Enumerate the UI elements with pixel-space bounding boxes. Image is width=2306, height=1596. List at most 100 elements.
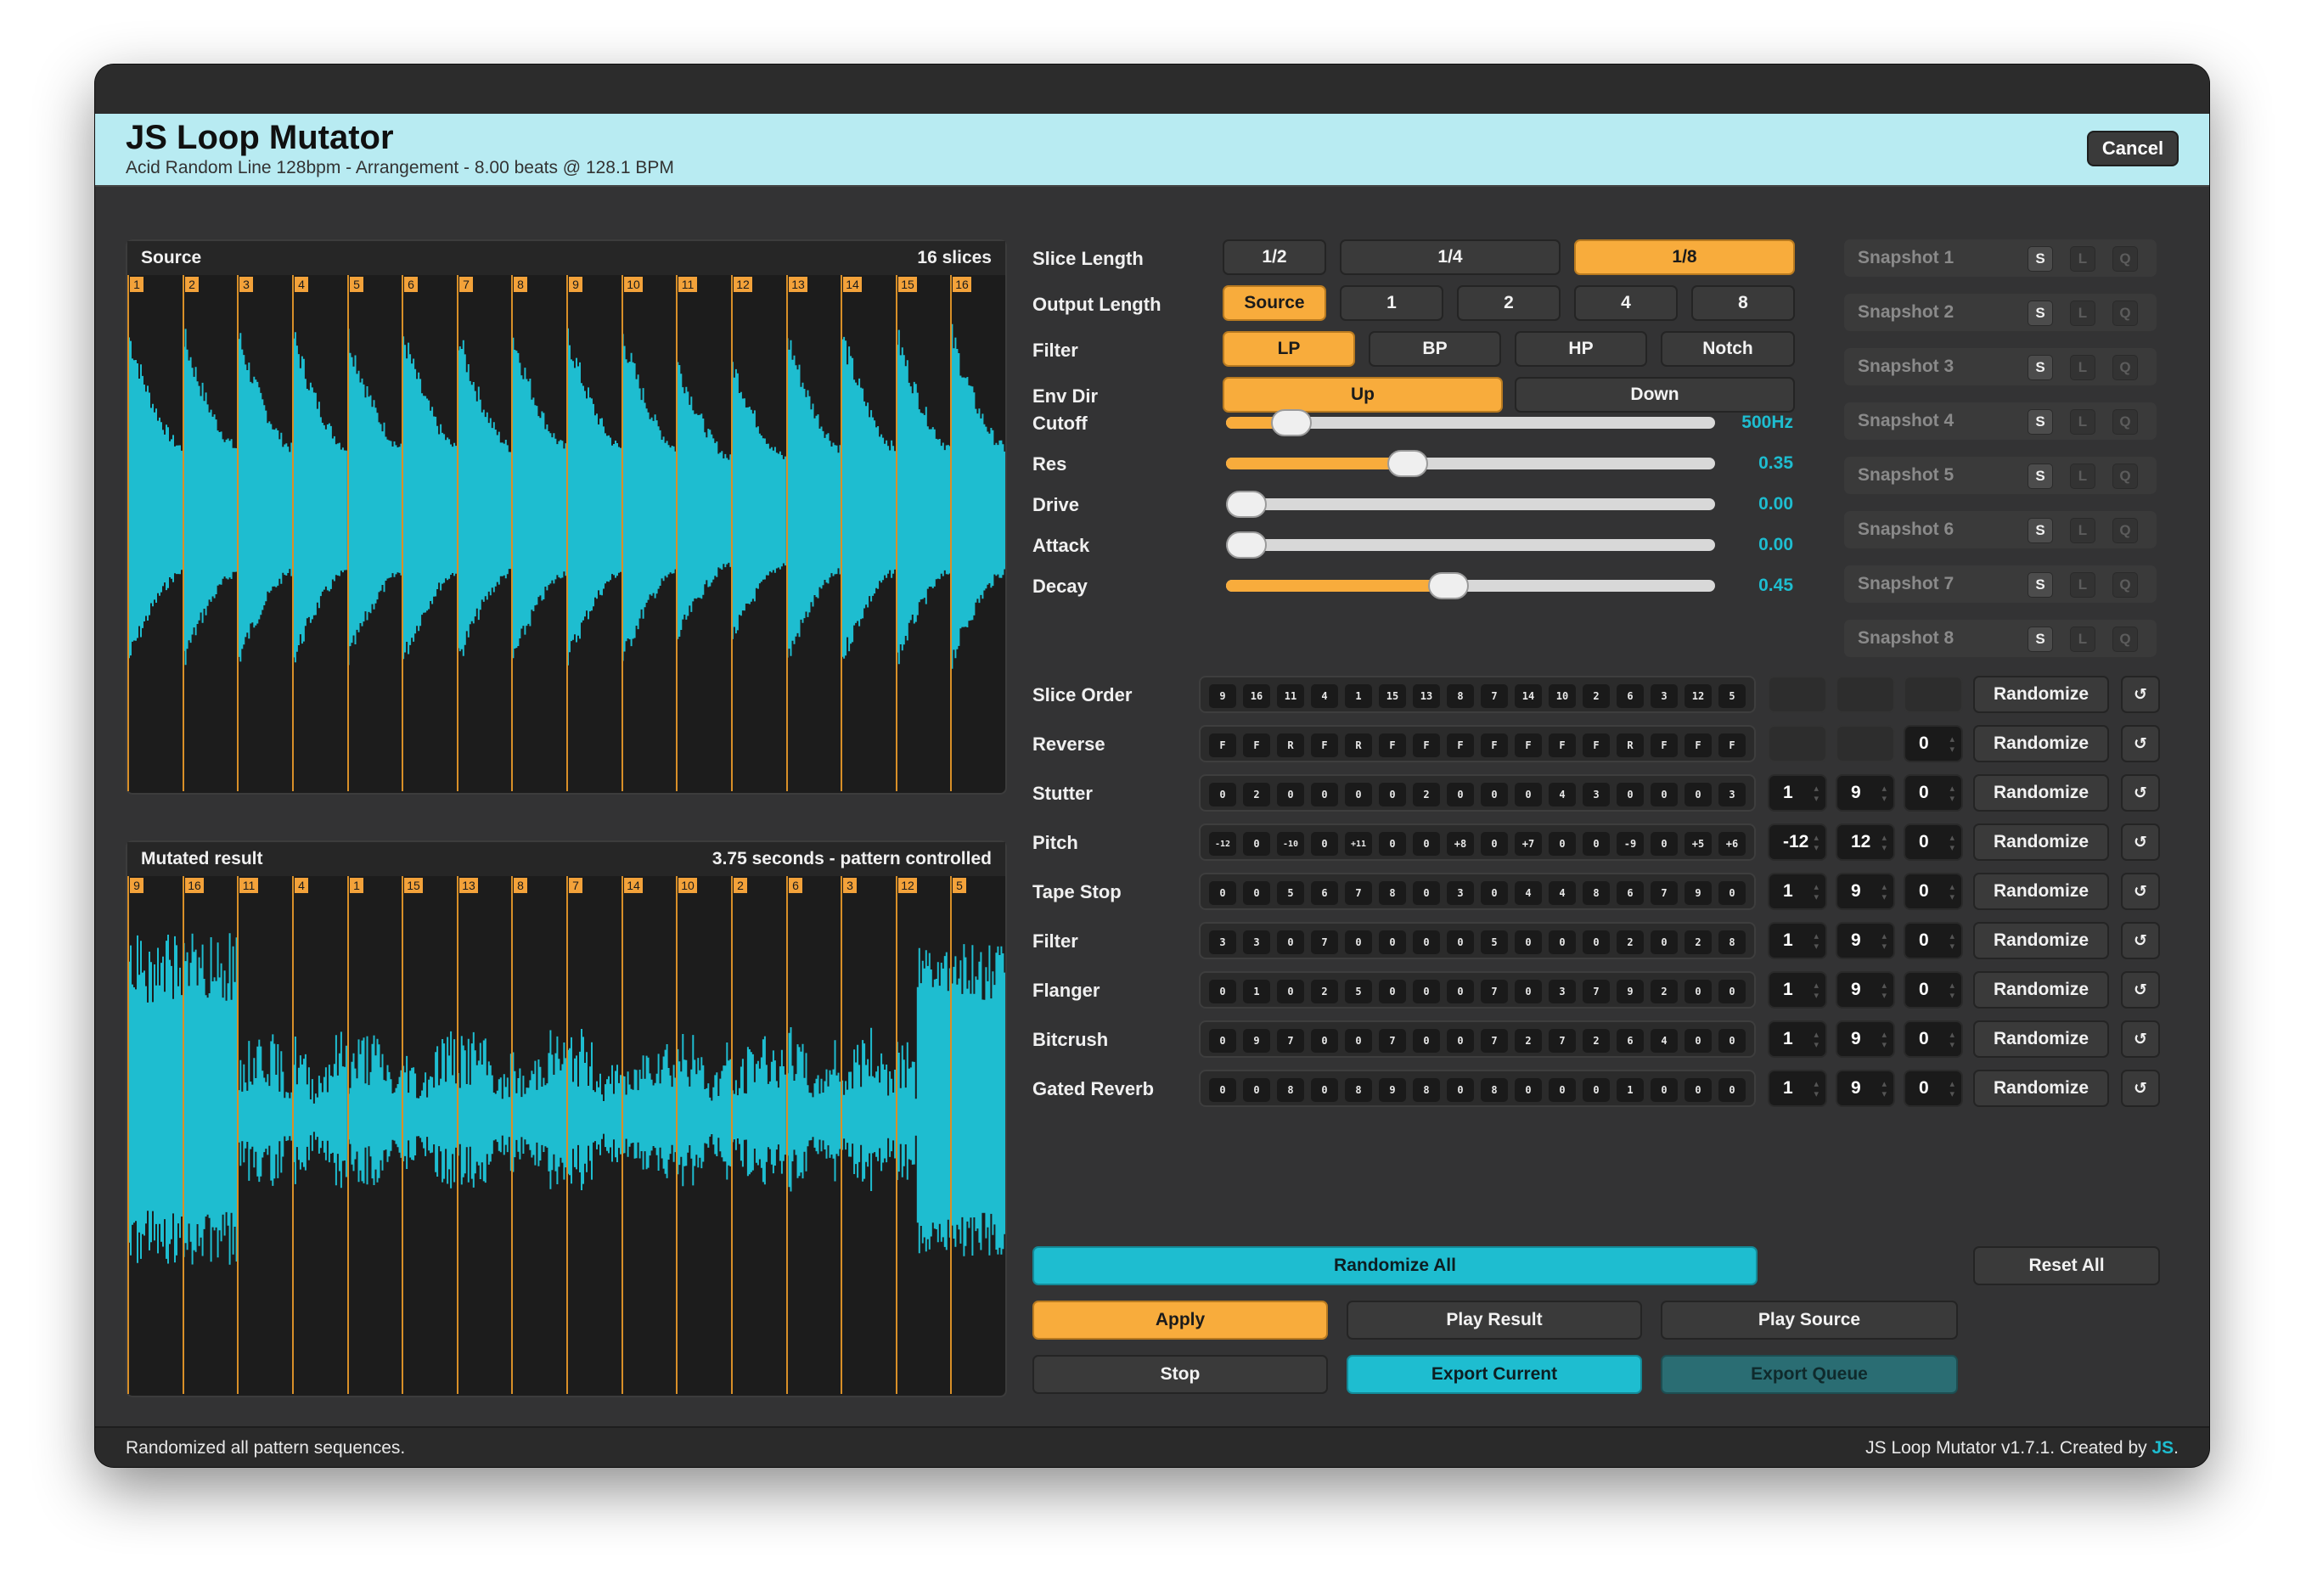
pattern-step[interactable]: 3 xyxy=(1583,783,1610,806)
pattern-max-field[interactable]: 9 ▴ ▾ xyxy=(1836,971,1895,1009)
pattern-step[interactable]: 13 xyxy=(1413,684,1440,708)
pattern-step[interactable]: 15 xyxy=(1379,684,1406,708)
stepper-arrows-icon[interactable]: ▴ ▾ xyxy=(1949,882,1954,902)
pattern-step[interactable]: 0 xyxy=(1651,1078,1678,1102)
pattern-step[interactable]: 0 xyxy=(1277,783,1304,806)
pattern-step[interactable]: 3 xyxy=(1209,930,1236,954)
pattern-step[interactable]: 7 xyxy=(1345,881,1372,905)
pattern-step[interactable]: F xyxy=(1718,733,1746,757)
pattern-step[interactable]: F xyxy=(1447,733,1474,757)
pattern-step[interactable]: 0 xyxy=(1718,1029,1746,1053)
stepper-arrows-icon[interactable]: ▴ ▾ xyxy=(1881,882,1887,902)
pattern-min-field[interactable]: 1 ▴ ▾ xyxy=(1768,873,1827,910)
export-queue-button[interactable]: Export Queue xyxy=(1661,1355,1958,1394)
pattern-min-field[interactable]: 1 ▴ ▾ xyxy=(1768,922,1827,959)
slice-length-eighth-button[interactable]: 1/8 xyxy=(1574,239,1795,275)
snapshot-queue-button[interactable]: Q xyxy=(2112,355,2138,380)
pattern-step[interactable]: 0 xyxy=(1413,930,1440,954)
pattern-step[interactable]: 4 xyxy=(1651,1029,1678,1053)
pattern-step[interactable]: 2 xyxy=(1583,1029,1610,1053)
pattern-step[interactable]: +8 xyxy=(1447,832,1474,856)
pattern-step[interactable]: F xyxy=(1209,733,1236,757)
env-dir-down-button[interactable]: Down xyxy=(1515,377,1795,413)
pattern-step[interactable]: 0 xyxy=(1481,832,1508,856)
pattern-step[interactable]: 4 xyxy=(1311,684,1338,708)
pattern-step[interactable]: 5 xyxy=(1481,930,1508,954)
reset-row-icon[interactable]: ↺ xyxy=(2121,823,2160,861)
stepper-arrows-icon[interactable]: ▴ ▾ xyxy=(1949,931,1954,952)
pattern-min-field[interactable]: 1 ▴ ▾ xyxy=(1768,1070,1827,1107)
pattern-step[interactable]: 5 xyxy=(1277,881,1304,905)
pattern-step[interactable]: 6 xyxy=(1617,684,1644,708)
apply-button[interactable]: Apply xyxy=(1032,1301,1328,1340)
pattern-step[interactable]: 0 xyxy=(1311,832,1338,856)
stepper-arrows-icon[interactable]: ▴ ▾ xyxy=(1949,981,1954,1001)
pattern-step[interactable]: R xyxy=(1277,733,1304,757)
stepper-arrows-icon[interactable]: ▴ ▾ xyxy=(1814,981,1819,1001)
pattern-step[interactable]: 7 xyxy=(1481,980,1508,1003)
pattern-offset-field[interactable]: 0 ▴ ▾ xyxy=(1904,725,1963,762)
pattern-min-field[interactable]: 1 ▴ ▾ xyxy=(1768,1020,1827,1058)
pattern-step[interactable]: 0 xyxy=(1481,881,1508,905)
slice-length-quarter-button[interactable]: 1/4 xyxy=(1340,239,1561,275)
pattern-max-field[interactable]: 12 ▴ ▾ xyxy=(1836,823,1895,861)
pattern-offset-field[interactable] xyxy=(1904,676,1963,713)
pattern-step[interactable]: 8 xyxy=(1718,930,1746,954)
pattern-step[interactable]: 14 xyxy=(1515,684,1542,708)
snapshot-queue-button[interactable]: Q xyxy=(2112,301,2138,326)
pattern-step[interactable]: 0 xyxy=(1209,783,1236,806)
pattern-step[interactable]: 8 xyxy=(1583,881,1610,905)
pattern-step[interactable]: 0 xyxy=(1345,783,1372,806)
stepper-arrows-icon[interactable]: ▴ ▾ xyxy=(1949,833,1954,853)
pattern-max-field[interactable]: 9 ▴ ▾ xyxy=(1836,873,1895,910)
pattern-offset-field[interactable]: 0 ▴ ▾ xyxy=(1904,922,1963,959)
pattern-step[interactable]: 0 xyxy=(1515,930,1542,954)
pattern-step[interactable]: 6 xyxy=(1311,881,1338,905)
pattern-step[interactable]: 0 xyxy=(1447,980,1474,1003)
slider-knob[interactable] xyxy=(1387,450,1428,477)
pattern-step[interactable]: 0 xyxy=(1651,783,1678,806)
snapshot-save-button[interactable]: S xyxy=(2028,301,2053,326)
stepper-arrows-icon[interactable]: ▴ ▾ xyxy=(1881,784,1887,804)
pattern-step[interactable]: 0 xyxy=(1209,881,1236,905)
reset-row-icon[interactable]: ↺ xyxy=(2121,774,2160,812)
pattern-step[interactable]: 4 xyxy=(1549,881,1576,905)
pattern-step[interactable]: F xyxy=(1651,733,1678,757)
snapshot-queue-button[interactable]: Q xyxy=(2112,572,2138,598)
pattern-step[interactable]: 7 xyxy=(1277,1029,1304,1053)
pattern-step[interactable]: 8 xyxy=(1413,1078,1440,1102)
reset-row-icon[interactable]: ↺ xyxy=(2121,1020,2160,1058)
pattern-step[interactable]: 3 xyxy=(1243,930,1270,954)
pattern-step[interactable]: 16 xyxy=(1243,684,1270,708)
pattern-offset-field[interactable]: 0 ▴ ▾ xyxy=(1904,1020,1963,1058)
slider-track[interactable] xyxy=(1226,491,1715,518)
pattern-step[interactable]: 0 xyxy=(1311,783,1338,806)
snapshot-save-button[interactable]: S xyxy=(2028,627,2053,652)
cancel-button[interactable]: Cancel xyxy=(2087,131,2179,166)
pattern-max-field[interactable] xyxy=(1836,676,1895,713)
pattern-step[interactable]: 0 xyxy=(1379,980,1406,1003)
pattern-step[interactable]: 0 xyxy=(1651,832,1678,856)
pattern-step[interactable]: 0 xyxy=(1413,980,1440,1003)
output-length-1-button[interactable]: 1 xyxy=(1340,285,1443,321)
pattern-min-field[interactable]: 1 ▴ ▾ xyxy=(1768,971,1827,1009)
result-waveform[interactable]: 9 16 11 4 1 15 13 8 7 14 10 2 6 3 12 5 xyxy=(127,876,1005,1394)
pattern-step[interactable]: 0 xyxy=(1583,930,1610,954)
pattern-step[interactable]: 2 xyxy=(1685,930,1712,954)
source-waveform[interactable]: 1 2 3 4 5 6 7 8 9 10 11 12 13 14 15 16 xyxy=(127,275,1005,791)
pattern-min-field[interactable] xyxy=(1768,676,1827,713)
pattern-step[interactable]: 1 xyxy=(1345,684,1372,708)
pattern-step[interactable]: 0 xyxy=(1515,980,1542,1003)
pattern-step[interactable]: 0 xyxy=(1549,832,1576,856)
play-source-button[interactable]: Play Source xyxy=(1661,1301,1958,1340)
pattern-step[interactable]: 7 xyxy=(1379,1029,1406,1053)
pattern-min-field[interactable] xyxy=(1768,725,1827,762)
env-dir-up-button[interactable]: Up xyxy=(1223,377,1503,413)
filter-hp-button[interactable]: HP xyxy=(1515,331,1647,367)
snapshot-save-button[interactable]: S xyxy=(2028,464,2053,489)
filter-notch-button[interactable]: Notch xyxy=(1661,331,1795,367)
reset-row-icon[interactable]: ↺ xyxy=(2121,725,2160,762)
pattern-step[interactable]: 0 xyxy=(1515,1078,1542,1102)
snapshot-queue-button[interactable]: Q xyxy=(2112,409,2138,435)
pattern-step[interactable]: 0 xyxy=(1481,783,1508,806)
